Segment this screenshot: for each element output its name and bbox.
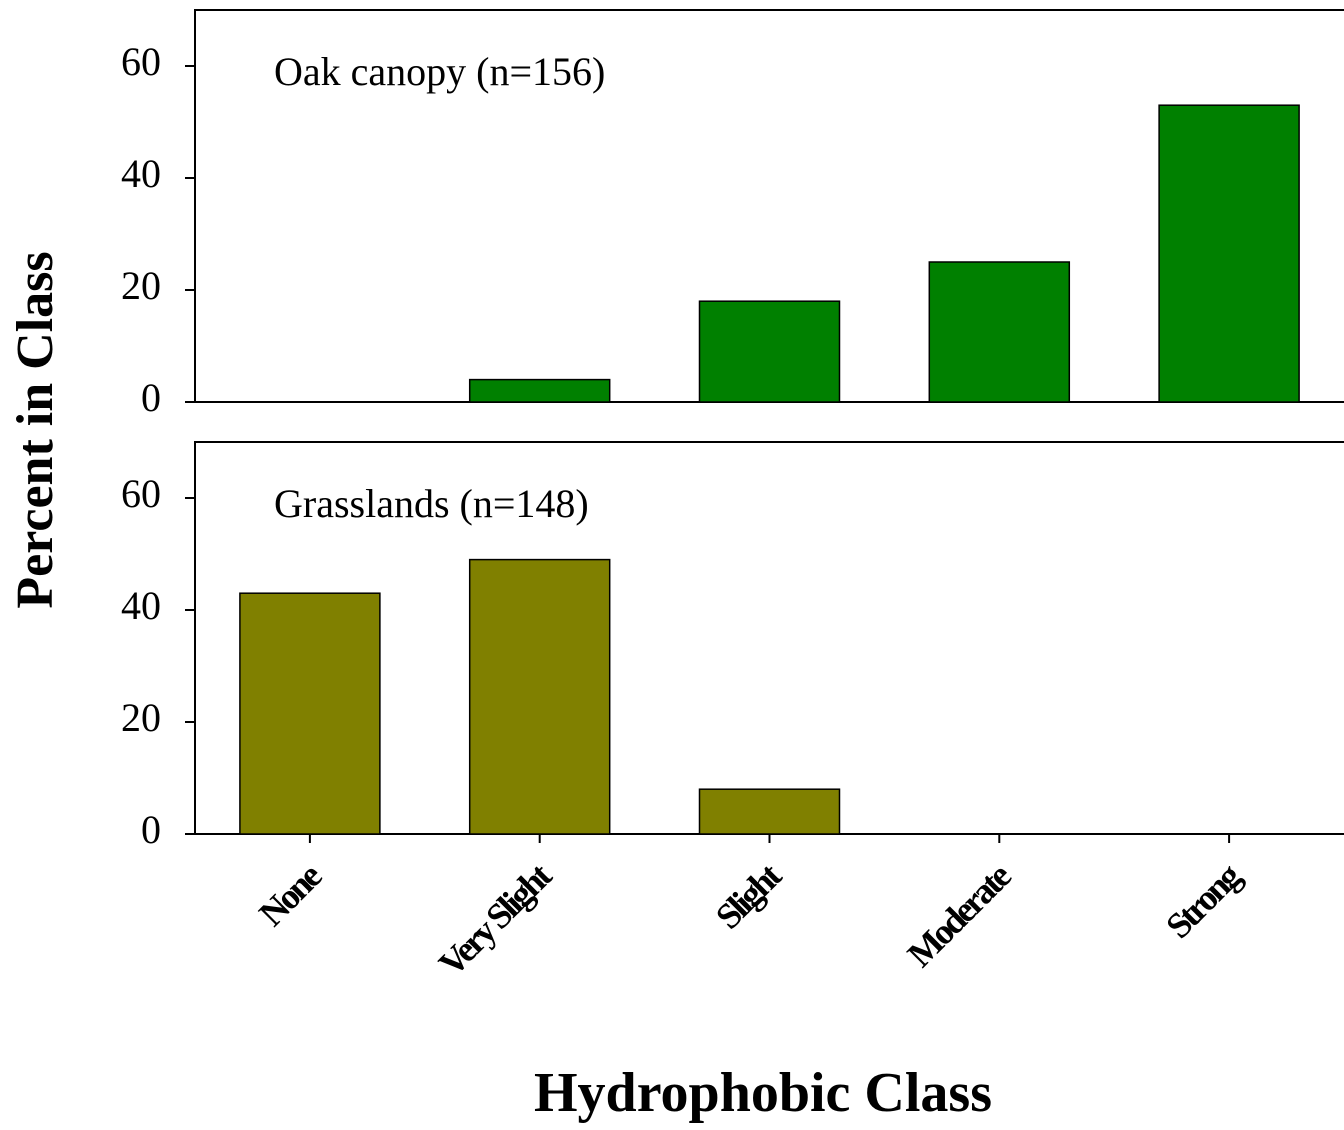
x-tick-label: None bbox=[251, 855, 330, 934]
x-tick-label: Slight bbox=[708, 855, 789, 936]
y-tick-label: 60 bbox=[121, 471, 161, 516]
panel-title: Oak canopy (n=156) bbox=[274, 49, 605, 94]
bar bbox=[468, 558, 611, 835]
bar bbox=[1158, 104, 1300, 403]
y-tick-label: 60 bbox=[121, 39, 161, 84]
x-tick-label: Moderate bbox=[900, 855, 1019, 974]
x-tick-label: Strong bbox=[1158, 855, 1249, 946]
x-tick-label: Very Slight bbox=[431, 855, 559, 983]
bar bbox=[239, 592, 381, 835]
y-tick-label: 0 bbox=[141, 375, 161, 420]
y-tick-label: 0 bbox=[141, 807, 161, 852]
bar bbox=[928, 261, 1071, 403]
y-tick-label: 20 bbox=[121, 695, 161, 740]
y-tick-label: 40 bbox=[121, 583, 161, 628]
bar bbox=[468, 378, 611, 403]
x-axis-label: Hydrophobic Class bbox=[534, 1062, 992, 1124]
y-tick-label: 40 bbox=[121, 151, 161, 196]
y-tick-label: 20 bbox=[121, 263, 161, 308]
bar bbox=[698, 788, 841, 835]
panel-title: Grasslands (n=148) bbox=[274, 481, 589, 526]
y-axis-label: Percent in Class bbox=[7, 251, 64, 608]
bar bbox=[698, 300, 841, 403]
